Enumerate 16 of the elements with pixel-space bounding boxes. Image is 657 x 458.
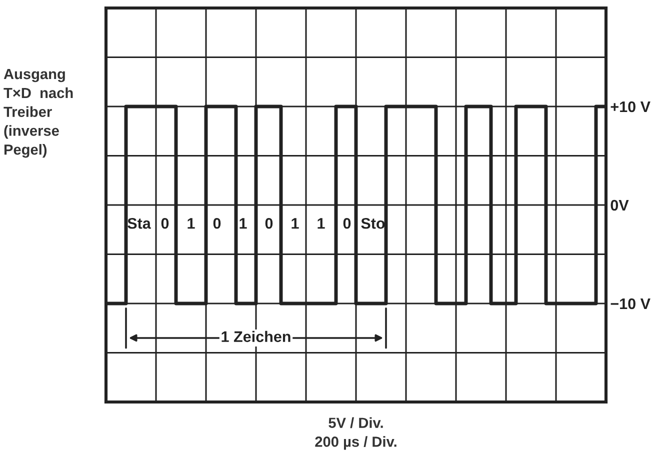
annotation: 0 bbox=[343, 218, 351, 229]
annotation: 1 bbox=[188, 218, 195, 229]
annotation: 1 bbox=[318, 218, 325, 229]
annotation: 1 bbox=[292, 218, 299, 229]
annotation: 1 Zeichen bbox=[222, 330, 290, 342]
y-tick-label: −10 V bbox=[610, 298, 650, 310]
annotation: 0 bbox=[265, 218, 273, 229]
annotation: Sto bbox=[361, 218, 385, 229]
x-axis-title: 5V / Div. 200 µs / Div. bbox=[315, 417, 396, 450]
y-axis-title: Ausgang T×D nach Treiber (inverse Pegel) bbox=[4, 69, 73, 158]
y-tick-label: +10 V bbox=[610, 101, 650, 112]
y-tick-label: 0V bbox=[610, 200, 629, 211]
annotation: 1 bbox=[240, 218, 247, 229]
annotation: Sta bbox=[128, 218, 151, 229]
annotation: 0 bbox=[161, 218, 169, 229]
annotation: 0 bbox=[213, 218, 221, 229]
